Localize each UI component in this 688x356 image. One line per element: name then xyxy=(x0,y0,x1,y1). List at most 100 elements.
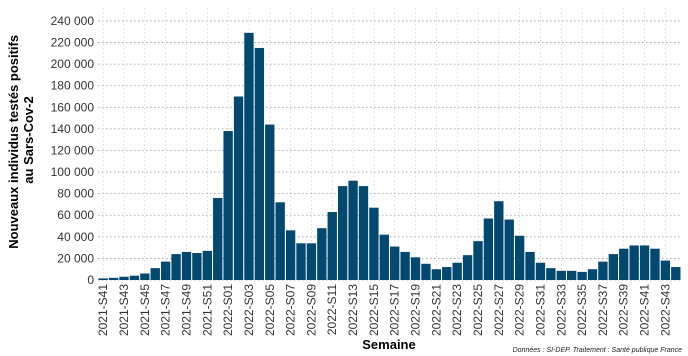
bars xyxy=(98,32,681,280)
bar-2022-S43 xyxy=(660,260,671,280)
source-note: Données : SI-DEP. Traitement : Santé pub… xyxy=(513,347,682,354)
bar-2022-S29 xyxy=(514,235,525,280)
bar-2022-S05 xyxy=(265,124,275,280)
bar-2022-S01 xyxy=(223,131,233,280)
x-tick-label: 2022-S09 xyxy=(304,284,318,336)
x-tick-label: 2022-S29 xyxy=(513,284,527,336)
x-axis-ticks: 2021-S41 2021-S43 2021-S45 2021-S47 2021-S49… xyxy=(96,284,672,336)
bar-2022-S34 xyxy=(567,270,577,280)
bar-2022-S38 xyxy=(608,254,619,280)
x-tick-label: 2022-S43 xyxy=(658,284,672,336)
y-tick-label: 200 000 xyxy=(51,57,95,71)
x-tick-label: 2022-S31 xyxy=(533,284,547,336)
x-tick-label: 2022-S27 xyxy=(492,284,506,336)
bar-2022-S09 xyxy=(306,243,317,280)
x-tick-label: 2022-S21 xyxy=(429,284,443,336)
gridlines xyxy=(98,8,681,281)
bar-2022-S35 xyxy=(577,271,587,280)
bar-2021-S47 xyxy=(160,261,171,280)
bar-2021-S48 xyxy=(171,254,181,280)
bar-2022-S44 xyxy=(671,267,681,280)
bar-2022-S40 xyxy=(629,245,639,280)
bar-2022-S11 xyxy=(327,212,337,280)
bar-2021-S51 xyxy=(202,250,212,280)
bar-2022-S31 xyxy=(535,262,546,280)
x-tick-label: 2021-S51 xyxy=(200,284,214,336)
x-tick-label: 2022-S35 xyxy=(575,284,589,336)
bar-2022-S32 xyxy=(546,268,556,280)
bar-2022-S17 xyxy=(390,246,400,280)
bar-2022-S10 xyxy=(317,228,327,280)
bar-2022-S33 xyxy=(556,270,566,280)
x-tick-label: 2022-S39 xyxy=(617,284,631,336)
bar-2022-S13 xyxy=(348,180,358,280)
x-tick-label: 2022-S23 xyxy=(450,284,464,336)
bar-2021-S41 xyxy=(98,278,108,280)
x-axis-title: Semaine xyxy=(362,337,415,352)
x-tick-label: 2022-S19 xyxy=(409,284,423,336)
x-tick-label: 2022-S15 xyxy=(367,284,381,336)
y-tick-label: 240 000 xyxy=(51,14,95,28)
bar-2022-S25 xyxy=(473,241,483,280)
x-tick-label: 2022-S01 xyxy=(221,284,235,336)
y-axis-title-line-2: au Sars-Cov-2 xyxy=(21,96,36,183)
bar-2022-S08 xyxy=(296,243,306,280)
bar-2022-S03 xyxy=(244,32,254,280)
bar-2022-S24 xyxy=(462,255,473,280)
x-tick-label: 2022-S25 xyxy=(471,284,485,336)
bar-2021-S42 xyxy=(108,277,119,280)
x-tick-label: 2022-S05 xyxy=(263,284,277,336)
y-tick-label: 60 000 xyxy=(57,208,94,222)
y-axis-title: Nouveaux individus testés positifs au Sa… xyxy=(6,31,36,248)
bar-2022-S06 xyxy=(275,202,285,280)
bar-2022-S07 xyxy=(285,230,296,280)
y-tick-label: 160 000 xyxy=(51,100,95,114)
x-tick-label: 2022-S11 xyxy=(325,284,339,335)
bar-2022-S37 xyxy=(598,261,608,280)
bar-2021-S49 xyxy=(181,251,192,280)
x-tick-label: 2022-S17 xyxy=(388,284,402,336)
x-tick-label: 2022-S13 xyxy=(346,284,360,336)
bar-2022-S41 xyxy=(639,245,650,280)
y-tick-label: 100 000 xyxy=(51,165,95,179)
y-tick-label: 220 000 xyxy=(51,36,95,50)
bar-2022-S19 xyxy=(410,257,421,280)
y-tick-label: 40 000 xyxy=(57,230,94,244)
y-tick-label: 20 000 xyxy=(57,251,94,265)
bar-2022-S04 xyxy=(254,47,265,280)
y-tick-label: 80 000 xyxy=(57,187,94,201)
bar-2021-S50 xyxy=(192,253,202,280)
y-tick-label: 180 000 xyxy=(51,79,95,93)
bar-2022-S30 xyxy=(525,251,535,280)
bar-2022-S12 xyxy=(337,186,348,280)
x-tick-label: 2022-S37 xyxy=(596,284,610,336)
bar-2022-S23 xyxy=(452,262,462,280)
x-tick-label: 2021-S47 xyxy=(159,284,173,336)
bar-2022-S28 xyxy=(504,219,514,280)
y-axis-ticks: 0 20 000 40 000 60 000 80 000 100 000 120 000 1… xyxy=(51,14,95,287)
bar-2022-S02 xyxy=(233,96,244,280)
bar-2021-S46 xyxy=(150,268,160,280)
x-tick-label: 2021-S43 xyxy=(117,284,131,336)
x-tick-label: 2021-S45 xyxy=(138,284,152,336)
y-tick-label: 120 000 xyxy=(51,143,95,157)
x-tick-label: 2022-S03 xyxy=(242,284,256,336)
bar-2022-S42 xyxy=(650,248,660,280)
bar-2022-S22 xyxy=(442,267,452,280)
bar-2022-S20 xyxy=(421,263,431,280)
bar-2021-S45 xyxy=(140,273,150,280)
bar-2022-S27 xyxy=(494,201,504,280)
x-tick-label: 2021-S41 xyxy=(96,284,110,336)
bar-2022-S26 xyxy=(483,218,494,280)
bar-2022-S16 xyxy=(379,234,389,280)
bar-2022-S36 xyxy=(587,269,598,280)
bar-2022-S39 xyxy=(619,248,629,280)
bar-2022-S15 xyxy=(369,207,379,280)
bar-2021-S44 xyxy=(129,275,140,280)
bar-2022-S21 xyxy=(431,269,442,280)
y-axis-title-line-1: Nouveaux individus testés positifs xyxy=(6,35,21,249)
x-tick-label: 2022-S07 xyxy=(284,284,298,336)
y-tick-label: 140 000 xyxy=(51,122,95,136)
x-tick-label: 2022-S33 xyxy=(554,284,568,336)
